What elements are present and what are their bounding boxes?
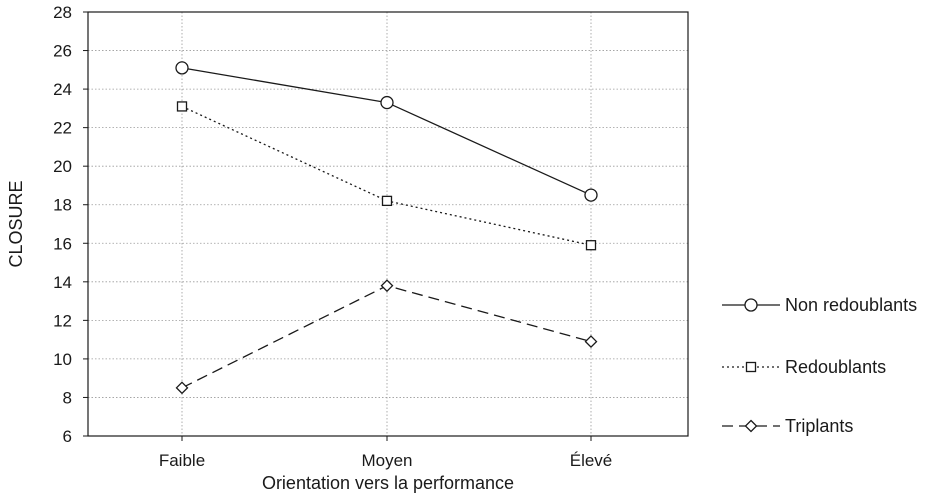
data-point <box>585 240 597 251</box>
y-tick-label: 28 <box>53 3 72 22</box>
y-tick-label: 16 <box>53 234 72 253</box>
legend-item: Triplants <box>722 416 853 436</box>
y-tick-label: 26 <box>53 42 72 61</box>
legend-item: Redoublants <box>722 357 886 377</box>
axis-ticks: 6 8 10 12 14 16 18 20 22 24 26 28 Faible Moyen Élevé <box>53 3 612 470</box>
y-tick-label: 14 <box>53 273 72 292</box>
plot-frame <box>87 11 689 437</box>
y-tick-label: 20 <box>53 157 72 176</box>
grid-lines <box>88 12 688 436</box>
series-circle <box>175 61 598 202</box>
legend-marker <box>744 419 758 433</box>
series-line <box>181 284 592 389</box>
data-point <box>380 95 394 110</box>
series-diamond <box>175 279 598 395</box>
y-tick-label: 12 <box>53 311 72 330</box>
y-tick-label: 6 <box>63 427 72 446</box>
legend-label: Redoublants <box>785 357 886 377</box>
y-tick-label: 18 <box>53 196 72 215</box>
series-square <box>176 101 597 251</box>
legend-label: Triplants <box>785 416 853 436</box>
data-point <box>380 279 394 293</box>
legend-item: Non redoublants <box>722 295 917 315</box>
x-tick-label: Moyen <box>361 451 412 470</box>
data-point <box>584 188 598 202</box>
legend: Non redoublants Redoublants Triplants <box>722 295 917 436</box>
series-group <box>175 61 598 395</box>
data-point <box>175 61 189 75</box>
y-tick-label: 10 <box>53 350 72 369</box>
data-point <box>584 335 598 348</box>
y-tick-label: 24 <box>53 80 72 99</box>
x-axis-title: Orientation vers la performance <box>262 473 514 493</box>
x-tick-label: Faible <box>159 451 205 470</box>
y-tick-label: 22 <box>53 119 72 138</box>
x-tick-label: Élevé <box>570 451 613 470</box>
y-tick-label: 8 <box>63 388 72 407</box>
legend-marker <box>744 298 758 312</box>
series-line <box>181 67 592 196</box>
data-point <box>176 101 188 112</box>
y-axis-title: CLOSURE <box>6 180 26 267</box>
data-point <box>175 381 189 395</box>
legend-label: Non redoublants <box>785 295 917 315</box>
legend-marker <box>745 361 757 373</box>
data-point <box>381 195 393 207</box>
